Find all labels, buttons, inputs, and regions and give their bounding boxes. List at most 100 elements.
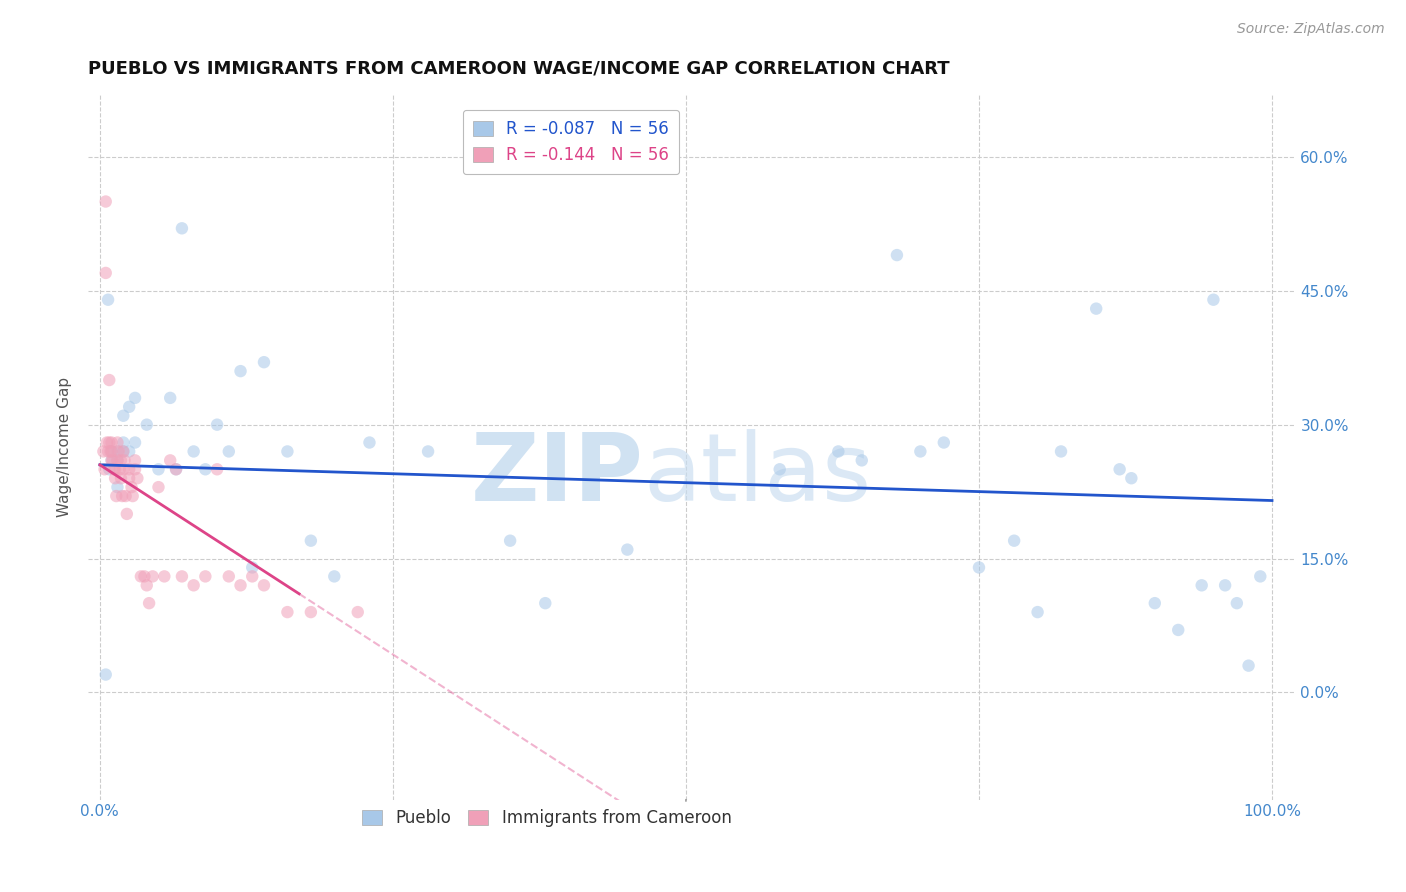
Y-axis label: Wage/Income Gap: Wage/Income Gap	[58, 377, 72, 517]
Point	[112, 409, 135, 423]
Point	[276, 605, 298, 619]
Point	[100, 435, 122, 450]
Point	[97, 444, 120, 458]
Point	[112, 435, 135, 450]
Point	[103, 462, 125, 476]
Point	[98, 462, 121, 476]
Point	[107, 435, 129, 450]
Point	[134, 569, 156, 583]
Point	[100, 453, 122, 467]
Point	[1002, 533, 1025, 548]
Point	[124, 462, 146, 476]
Point	[1213, 578, 1236, 592]
Point	[1085, 301, 1108, 316]
Point	[170, 221, 193, 235]
Point	[194, 569, 217, 583]
Point	[111, 489, 134, 503]
Point	[107, 453, 129, 467]
Point	[115, 507, 138, 521]
Point	[299, 533, 322, 548]
Point	[323, 569, 346, 583]
Point	[616, 542, 638, 557]
Point	[121, 480, 143, 494]
Point	[886, 248, 908, 262]
Point	[932, 435, 955, 450]
Point	[229, 364, 252, 378]
Point	[100, 444, 122, 458]
Point	[124, 391, 146, 405]
Point	[114, 489, 136, 503]
Point	[1143, 596, 1166, 610]
Point	[118, 444, 141, 458]
Point	[299, 605, 322, 619]
Point	[1226, 596, 1249, 610]
Point	[967, 560, 990, 574]
Point	[94, 667, 117, 681]
Text: ZIP: ZIP	[471, 429, 644, 521]
Point	[1249, 569, 1271, 583]
Point	[148, 462, 170, 476]
Point	[205, 462, 228, 476]
Point	[118, 471, 141, 485]
Point	[148, 480, 170, 494]
Point	[110, 453, 132, 467]
Point	[240, 569, 263, 583]
Point	[1167, 623, 1189, 637]
Point	[1202, 293, 1225, 307]
Point	[240, 560, 263, 574]
Point	[359, 435, 381, 450]
Point	[94, 266, 117, 280]
Point	[110, 471, 132, 485]
Point	[194, 462, 217, 476]
Point	[183, 444, 205, 458]
Point	[153, 569, 176, 583]
Text: Source: ZipAtlas.com: Source: ZipAtlas.com	[1237, 22, 1385, 37]
Point	[1108, 462, 1130, 476]
Point	[205, 417, 228, 432]
Point	[159, 391, 181, 405]
Point	[253, 355, 276, 369]
Point	[253, 578, 276, 592]
Point	[346, 605, 368, 619]
Point	[769, 462, 792, 476]
Point	[107, 444, 129, 458]
Point	[135, 578, 157, 592]
Point	[98, 435, 121, 450]
Point	[138, 596, 160, 610]
Point	[416, 444, 439, 458]
Point	[129, 569, 152, 583]
Point	[93, 462, 115, 476]
Point	[121, 489, 143, 503]
Point	[229, 578, 252, 592]
Point	[100, 444, 122, 458]
Point	[534, 596, 557, 610]
Point	[1191, 578, 1213, 592]
Point	[107, 480, 129, 494]
Point	[101, 453, 124, 467]
Point	[1121, 471, 1143, 485]
Point	[96, 435, 118, 450]
Point	[124, 435, 146, 450]
Point	[142, 569, 165, 583]
Point	[827, 444, 849, 458]
Point	[276, 444, 298, 458]
Point	[107, 444, 129, 458]
Point	[100, 453, 122, 467]
Point	[499, 533, 522, 548]
Point	[127, 471, 149, 485]
Point	[124, 453, 146, 467]
Point	[183, 578, 205, 592]
Point	[1026, 605, 1049, 619]
Point	[104, 462, 127, 476]
Point	[108, 462, 131, 476]
Point	[159, 453, 181, 467]
Text: atlas: atlas	[644, 429, 872, 521]
Point	[112, 444, 135, 458]
Point	[851, 453, 873, 467]
Point	[1237, 658, 1260, 673]
Point	[112, 462, 135, 476]
Point	[105, 489, 128, 503]
Text: PUEBLO VS IMMIGRANTS FROM CAMEROON WAGE/INCOME GAP CORRELATION CHART: PUEBLO VS IMMIGRANTS FROM CAMEROON WAGE/…	[89, 60, 950, 78]
Point	[94, 194, 117, 209]
Legend: Pueblo, Immigrants from Cameroon: Pueblo, Immigrants from Cameroon	[356, 802, 738, 833]
